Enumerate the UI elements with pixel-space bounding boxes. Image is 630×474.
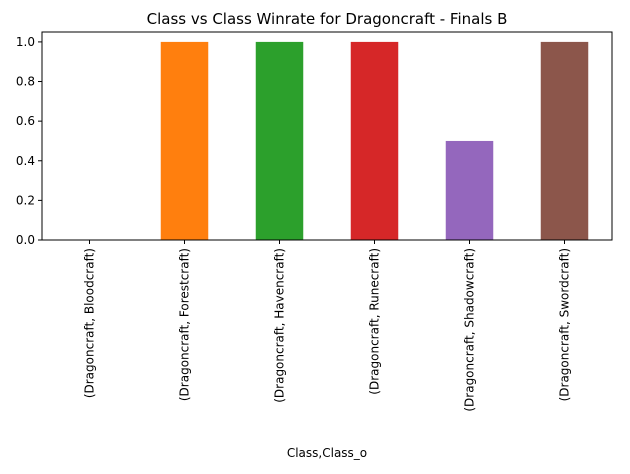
bar bbox=[350, 41, 399, 241]
x-tick-label: (Dragoncraft, Runecraft) bbox=[368, 248, 382, 395]
y-tick-label: 0.4 bbox=[16, 154, 35, 168]
x-tick-label: (Dragoncraft, Shadowcraft) bbox=[463, 248, 477, 412]
bar bbox=[445, 140, 494, 240]
bars bbox=[160, 41, 589, 241]
plot-frame bbox=[41, 31, 613, 241]
bar bbox=[540, 41, 589, 241]
y-axis: 0.0 0.2 0.4 0.6 0.8 1.0 bbox=[16, 35, 42, 247]
y-tick-label: 0.0 bbox=[16, 233, 35, 247]
x-tick-label: (Dragoncraft, Swordcraft) bbox=[558, 248, 572, 401]
x-axis-label: Class,Class_o bbox=[287, 446, 367, 460]
x-tick-label: (Dragoncraft, Forestcraft) bbox=[178, 248, 192, 401]
bar bbox=[255, 41, 304, 241]
y-tick-label: 0.2 bbox=[16, 193, 35, 207]
chart-title: Class vs Class Winrate for Dragoncraft -… bbox=[147, 10, 508, 28]
y-tick-label: 1.0 bbox=[16, 35, 35, 49]
x-axis: (Dragoncraft, Bloodcraft) (Dragoncraft, F… bbox=[83, 240, 572, 412]
x-tick-label: (Dragoncraft, Havencraft) bbox=[273, 248, 287, 403]
x-tick-label: (Dragoncraft, Bloodcraft) bbox=[83, 248, 97, 398]
y-tick-label: 0.8 bbox=[16, 75, 35, 89]
bar bbox=[160, 41, 209, 241]
y-tick-label: 0.6 bbox=[16, 114, 35, 128]
